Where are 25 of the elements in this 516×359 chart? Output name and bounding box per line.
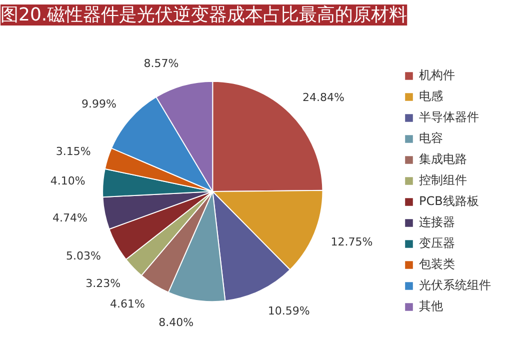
data-label: 8.40% [158,316,194,330]
data-label: 24.84% [302,90,344,104]
legend-label: 集成电路 [419,151,467,168]
data-label: 5.03% [66,249,101,262]
legend-label: 机构件 [419,67,455,84]
legend-label: 其他 [419,298,443,315]
data-label: 9.99% [82,98,117,111]
data-label: 3.15% [56,145,91,158]
chart-title: 图20.磁性器件是光伏逆变器成本占比最高的原材料 [0,4,408,26]
legend-label: PCB线路板 [419,193,479,210]
legend-label: 包装类 [419,256,455,273]
legend-label: 光伏系统组件 [419,277,491,294]
legend-label: 电容 [419,130,443,147]
data-label: 12.75% [330,235,373,248]
legend-label: 控制组件 [419,172,467,189]
data-label: 8.57% [144,57,179,70]
data-label: 4.10% [50,174,86,188]
legend-label: 连接器 [419,214,455,231]
data-label: 10.59% [268,304,310,318]
data-label: 4.74% [52,211,88,224]
data-label: 4.61% [110,297,145,310]
data-label: 3.23% [86,276,121,290]
legend-label: 电感 [419,88,443,105]
legend-label: 变压器 [419,235,455,252]
legend-label: 半导体器件 [419,109,479,126]
